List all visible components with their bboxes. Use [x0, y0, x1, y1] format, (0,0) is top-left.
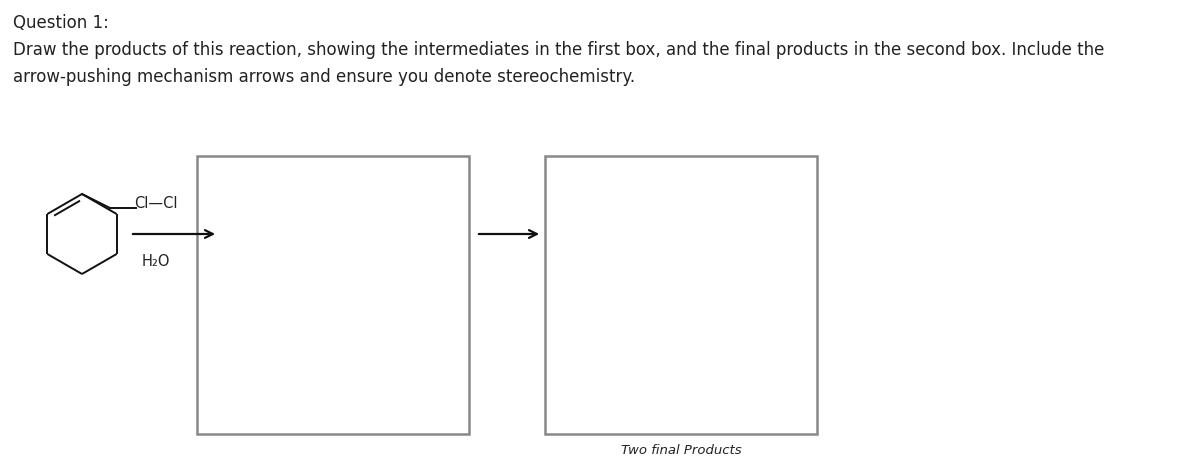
Text: H₂O: H₂O — [142, 255, 170, 269]
Text: Two final Products: Two final Products — [620, 444, 742, 457]
Bar — [545, 156, 817, 434]
Text: arrow-pushing mechanism arrows and ensure you denote stereochemistry.: arrow-pushing mechanism arrows and ensur… — [13, 68, 635, 86]
Bar — [197, 156, 469, 434]
Text: Draw the products of this reaction, showing the intermediates in the first box, : Draw the products of this reaction, show… — [13, 41, 1104, 59]
Text: Question 1:: Question 1: — [13, 14, 109, 32]
Text: Cl—Cl: Cl—Cl — [134, 197, 178, 211]
